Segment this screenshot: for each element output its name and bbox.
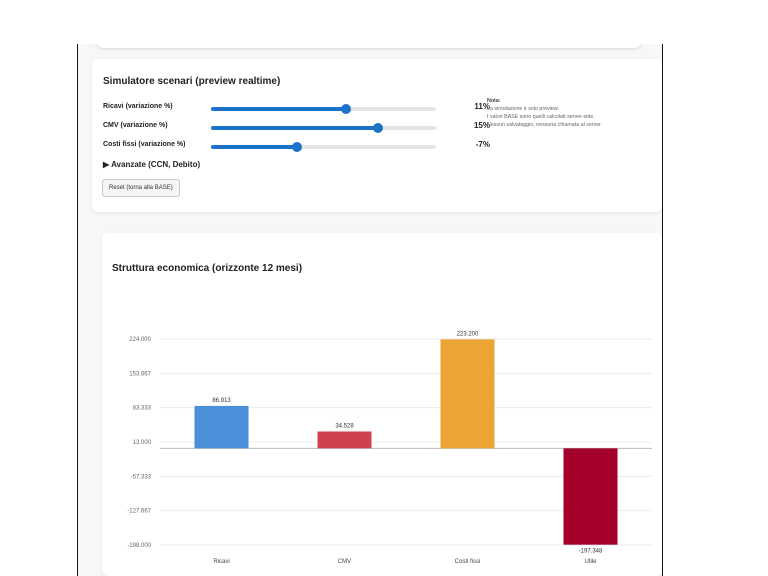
note-line: I valori BASE sono quelli calcolati serv… (487, 114, 595, 120)
simulator-card: Simulatore scenari (preview realtime) Ri… (92, 59, 662, 212)
y-tick-label: 13.000 (133, 440, 152, 446)
reset-button[interactable]: Reset (torna alla BASE) (102, 179, 180, 197)
data-label: 86.913 (212, 398, 231, 404)
note-title: Nota: (487, 98, 501, 104)
bar-cmv (317, 431, 372, 449)
bar-chart: 224.000 153.667 83.333 13.000 -57.333 -127.66… (127, 331, 652, 565)
main-content: Simulatore scenari (preview realtime) Ri… (77, 44, 663, 576)
simulation-note: Nota: La simulazione è solo preview. I v… (487, 97, 657, 129)
data-label: -197.348 (579, 549, 603, 555)
chart-title: Struttura economica (orizzonte 12 mesi) (112, 263, 303, 274)
slider-costi-fissi[interactable] (211, 142, 436, 152)
y-tick-label: -57.333 (131, 474, 152, 480)
x-tick-label: CMV (338, 559, 351, 565)
y-tick-label: -127.667 (127, 509, 151, 515)
slider-row-ricavi: Ricavi (variazione %) 11% (103, 102, 503, 116)
slider-fill-costi-fissi (211, 145, 297, 149)
slider-thumb-costi-fissi[interactable] (291, 142, 302, 152)
slider-row-costi-fissi: Costi fissi (variazione %) -7% (103, 140, 503, 154)
simulator-title: Simulatore scenari (preview realtime) (103, 76, 281, 87)
slider-fill-ricavi (211, 107, 346, 111)
slider-thumb-cmv[interactable] (372, 123, 383, 133)
x-tick-label: Costi fissi (455, 559, 481, 565)
slider-label-costi-fissi: Costi fissi (variazione %) (103, 141, 186, 148)
bar-ricavi (194, 405, 249, 449)
slider-value-cmv: 15% (473, 121, 490, 130)
slider-value-costi-fissi: -7% (475, 140, 490, 149)
y-tick-label: 83.333 (133, 406, 152, 412)
slider-label-ricavi: Ricavi (variazione %) (103, 103, 173, 110)
note-line: Nessun salvataggio, nessuna chiamata al … (487, 122, 603, 128)
note-line: La simulazione è solo preview. (487, 106, 559, 112)
x-tick-label: Utile (584, 559, 597, 565)
x-tick-label: Ricavi (213, 559, 229, 565)
slider-row-cmv: CMV (variazione %) 15% (103, 121, 503, 135)
slider-ricavi[interactable] (211, 104, 436, 114)
slider-fill-cmv (211, 126, 378, 130)
slider-label-cmv: CMV (variazione %) (103, 122, 168, 129)
chart-card: Struttura economica (orizzonte 12 mesi) … (102, 233, 662, 576)
previous-card-edge (96, 44, 642, 48)
slider-cmv[interactable] (211, 123, 436, 133)
y-tick-label: -198.000 (127, 543, 151, 549)
slider-thumb-ricavi[interactable] (341, 104, 351, 114)
bar-costi-fissi (440, 339, 495, 449)
y-tick-label: 153.667 (129, 371, 151, 377)
advanced-toggle[interactable]: ▶ Avanzate (CCN, Debito) (103, 160, 201, 169)
bar-utile (563, 448, 618, 545)
data-label: 34.528 (335, 423, 354, 429)
data-label: 223.200 (457, 331, 479, 337)
slider-value-ricavi: 11% (474, 102, 490, 111)
y-tick-label: 224.000 (129, 337, 151, 343)
